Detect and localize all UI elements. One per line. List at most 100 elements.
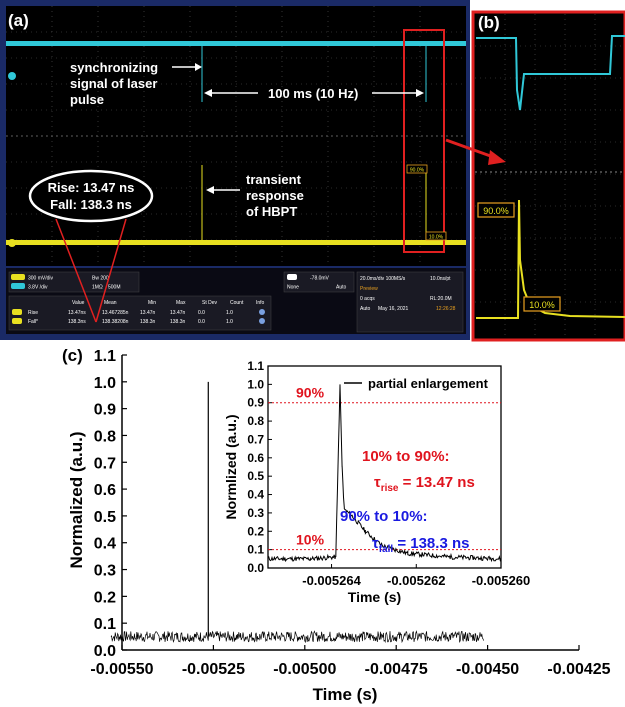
acq-time: 12:26:28 [436, 306, 456, 312]
y-tick-label: 0.4 [94, 536, 116, 553]
yellow-trace [6, 240, 466, 245]
inset-y-tick-label: 0.6 [247, 451, 264, 465]
resolution: 10.0ns/pt [430, 276, 451, 282]
inset-y-axis-title: Normlized (a.u.) [223, 414, 239, 519]
zoom-arrow [445, 138, 497, 160]
pct10-box-a [425, 231, 447, 241]
record-length: RL:20.0M [430, 296, 452, 302]
cyan-trace [6, 41, 466, 46]
sync-annotation-line-2: signal of laser [70, 76, 157, 91]
y-tick-label: 0.3 [94, 563, 116, 580]
ch2-scale: 3.8V /div [28, 285, 48, 291]
inset-y-tick-label: 0.5 [247, 469, 264, 483]
y-tick-label: 0.5 [94, 509, 116, 526]
period-arrow-left-head [204, 89, 212, 97]
period-arrow-right-head [416, 89, 424, 97]
inset-y-tick-label: 1.1 [247, 359, 264, 373]
panel-b-grid [475, 14, 623, 338]
trigger-mode: None [287, 285, 299, 291]
x-tick-label: -0.00500 [273, 661, 336, 678]
trigger-readout [283, 271, 355, 293]
y-axis-title: Normalized (a.u.) [67, 432, 86, 569]
y-tick-label: 1.0 [94, 375, 116, 392]
acqs-count: 0 acqs [360, 296, 375, 302]
inset-x-tick-label: -0.005262 [387, 573, 446, 588]
main-chart: 0.0 0.1 0.2 0.3 0.4 0.5 0.6 0.7 0.8 0.9 1.0 1.1 -0.0… [90, 348, 610, 678]
inset-y-tick-label: 0.0 [247, 561, 264, 575]
panel-c-label: (c) [62, 346, 83, 365]
bandwidth-2: 500M [108, 285, 121, 291]
ch1-marker [8, 239, 16, 247]
y-tick-label: 0.6 [94, 482, 116, 499]
rise-fall-ellipse [28, 169, 154, 223]
transient-annotation-line-3: of HBPT [246, 204, 297, 219]
fall-annotation: Fall: 138.3 ns [50, 197, 132, 212]
x-tick-label: -0.00550 [90, 661, 153, 678]
info-icon [259, 309, 265, 315]
acq-date: May 16, 2021 [378, 306, 409, 312]
table-header: Count [230, 300, 244, 306]
panel-b-frame [471, 10, 625, 342]
zoom-arrow-head [488, 150, 506, 165]
inset-x-tick-label: -0.005260 [472, 573, 531, 588]
ch2-marker [8, 72, 16, 80]
inset-legend-label: partial enlargement [368, 376, 489, 391]
info-icon [259, 318, 265, 324]
panel-a-label: (a) [8, 11, 29, 30]
y-tick-label: 1.1 [94, 348, 116, 365]
inset-x-axis-title: Time (s) [348, 589, 401, 605]
panel-c: (c) Normalized (a.u.) Time (s) 0.0 0.1 0.2… [62, 346, 611, 704]
pct10-label-a: 10.0% [429, 235, 444, 241]
acq-mode: Auto [360, 306, 371, 312]
measurement-table: Value Mean Min Max St Dev Count Info Rise 13.47n… [8, 295, 272, 331]
sync-annotation-line-1: synchronizing [70, 60, 158, 75]
panel-b-label: (b) [478, 13, 500, 32]
sync-arrow-head [195, 63, 202, 71]
row-chip [12, 309, 22, 315]
measurement-table-bg [8, 295, 272, 331]
transient-annotation-line-1: transient [246, 172, 302, 187]
preview-label: Preview [360, 286, 378, 292]
pct90-label-a: 90.0% [410, 168, 425, 174]
inset-frame [267, 365, 502, 569]
y-tick-label: 0.9 [94, 402, 116, 419]
table-cell: 138.38208n [102, 319, 129, 325]
ch2-chip [11, 283, 25, 289]
table-cell: 138.3ns [68, 319, 86, 325]
y-tick-label: 0.8 [94, 428, 116, 445]
trigger-chip [287, 274, 297, 280]
y-tick-label: 0.1 [94, 616, 116, 633]
panel-b: (b) 90.0% 10.0% [471, 10, 625, 342]
table-cell: Fall* [28, 319, 38, 325]
impedance: 1MΩ [92, 285, 103, 291]
yellow-zoom-trace [476, 199, 625, 319]
fall-title: 90% to 10%: [340, 508, 428, 525]
signal-trace [110, 630, 484, 644]
table-header: St Dev [202, 300, 218, 306]
table-cell: 13.47ns [68, 310, 86, 316]
inset-chart: 0.0 0.1 0.2 0.3 0.4 0.5 0.6 0.7 0.8 0.9 1.0 1.1 -0.0… [223, 359, 530, 605]
connector-line-1 [55, 218, 97, 323]
y-tick-label: 0.0 [94, 643, 116, 660]
fall-value: τfall = 138.3 ns [372, 535, 469, 555]
table-header: Info [256, 300, 265, 306]
table-cell: 0.0 [198, 310, 205, 316]
pct10-box-b [523, 296, 561, 312]
table-header: Value [72, 300, 85, 306]
timebase: 20.0ms/div 100MS/s [360, 276, 406, 282]
transient-annotation-line-2: response [246, 188, 304, 203]
cyan-zoom-trace [476, 35, 625, 111]
inset-y-tick-label: 0.1 [247, 543, 264, 557]
transient-arrow-head [206, 186, 214, 194]
inset-y-tick-label: 0.9 [247, 396, 264, 410]
ch1-chip [11, 274, 25, 280]
rise-annotation: Rise: 13.47 ns [48, 180, 135, 195]
inset-y-tick-label: 0.8 [247, 414, 264, 428]
inset-label-10: 10% [296, 532, 325, 548]
inset-label-90: 90% [296, 385, 325, 401]
x-tick-label: -0.00475 [365, 661, 428, 678]
bandwidth-1: Bw 200 [92, 276, 109, 282]
inset-y-tick-label: 1.0 [247, 377, 264, 391]
trigger-auto: Auto [336, 285, 347, 291]
row-chip [12, 318, 22, 324]
